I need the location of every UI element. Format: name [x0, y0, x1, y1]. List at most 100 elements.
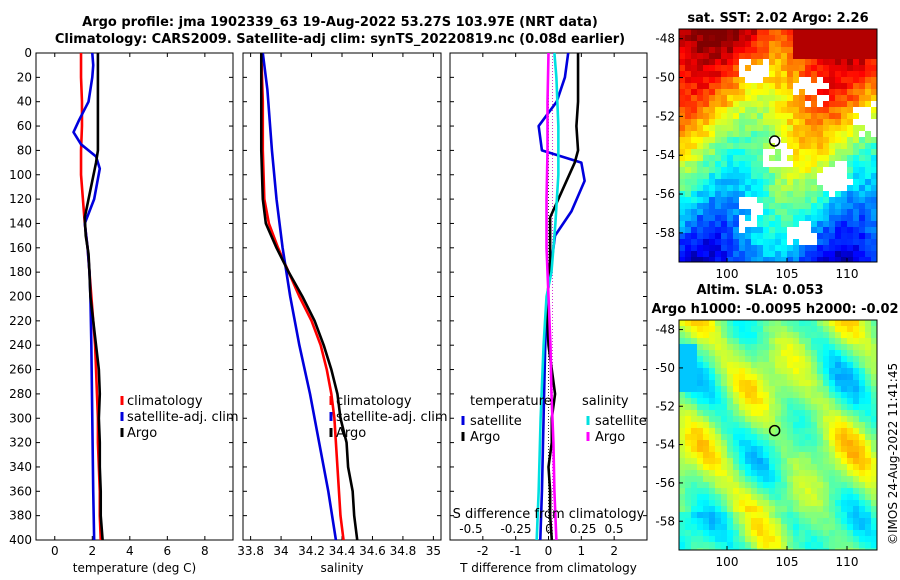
sst-map-cell	[739, 155, 745, 161]
sst-map-cell	[715, 47, 721, 53]
sla-map-cell	[727, 386, 733, 392]
sla-map-cell	[703, 350, 709, 356]
sst-map-cell	[697, 227, 703, 233]
sla-map-cell	[871, 422, 877, 428]
difference-series-salinity-satellite	[535, 52, 560, 541]
sla-map-cell	[715, 434, 721, 440]
sst-map-cell	[709, 29, 715, 35]
sst-map-cell	[841, 245, 847, 251]
sla-map-cell	[721, 512, 727, 518]
sla-map-cell	[805, 488, 811, 494]
sla-map-cell	[835, 332, 841, 338]
sst-map-cell	[781, 107, 787, 113]
sst-map-cell	[811, 179, 817, 185]
sla-map-cell	[727, 434, 733, 440]
sla-map-cell	[847, 422, 853, 428]
sla-map-cell	[769, 434, 775, 440]
sst-map-cell	[685, 83, 691, 89]
sla-map-cell	[763, 524, 769, 530]
sst-map-cell	[679, 107, 685, 113]
sst-map-cell	[691, 83, 697, 89]
sla-map-cell	[709, 398, 715, 404]
sla-map-cell	[721, 404, 727, 410]
sst-map-cell	[745, 251, 751, 257]
sla-map-cell	[835, 404, 841, 410]
sla-map-cell	[691, 500, 697, 506]
sla-map-cell	[847, 458, 853, 464]
sla-map-cell	[811, 422, 817, 428]
sst-map-cell	[715, 257, 721, 262]
sst-map-cell	[685, 59, 691, 65]
sst-map-cell	[703, 113, 709, 119]
sst-map-cell	[685, 101, 691, 107]
sst-map-cell	[775, 209, 781, 215]
sst-map-cell	[703, 47, 709, 53]
sla-map-cell	[847, 488, 853, 494]
sst-map-cell	[775, 221, 781, 227]
sla-map-cell	[745, 374, 751, 380]
sla-map-cell	[739, 410, 745, 416]
sst-map-cell	[847, 227, 853, 233]
sla-map-cell	[775, 326, 781, 332]
sla-map-cell	[715, 398, 721, 404]
sla-map-cell	[697, 332, 703, 338]
sst-map-cell	[733, 197, 739, 203]
sst-map-cell	[871, 113, 877, 119]
sla-map-cell	[775, 464, 781, 470]
sst-map-cell	[811, 65, 817, 71]
sla-map-cell	[799, 446, 805, 452]
sst-map-cell	[787, 95, 793, 101]
sst-map-cell	[817, 215, 823, 221]
sla-map-cell	[865, 518, 871, 524]
sla-map-cell	[835, 338, 841, 344]
sst-map-cell	[865, 173, 871, 179]
sla-map-cell	[769, 344, 775, 350]
sla-map-cell	[781, 512, 787, 518]
sla-map-cell	[703, 482, 709, 488]
sla-map-cell	[871, 488, 877, 494]
sst-map-cell	[751, 53, 757, 59]
sla-map-cell	[715, 338, 721, 344]
sst-map-cell	[691, 149, 697, 155]
sla-map-cell	[697, 506, 703, 512]
sla-map-cell	[769, 374, 775, 380]
sst-map-cell	[793, 71, 799, 77]
sst-map-cell	[727, 185, 733, 191]
sla-map-cell	[769, 320, 775, 326]
sla-map-cell	[793, 416, 799, 422]
sst-map-cell	[835, 221, 841, 227]
sst-map-cell	[679, 215, 685, 221]
sst-map-cell	[745, 113, 751, 119]
sla-map-cell	[733, 530, 739, 536]
sst-map-cell	[697, 185, 703, 191]
sla-map-cell	[829, 362, 835, 368]
sla-map-cell	[817, 494, 823, 500]
sla-map-cell	[757, 332, 763, 338]
sla-map-cell	[727, 338, 733, 344]
sla-map-cell	[781, 356, 787, 362]
sst-map-cell	[727, 209, 733, 215]
sla-map-cell	[721, 488, 727, 494]
sla-map-cell	[859, 368, 865, 374]
sst-map-cell	[769, 191, 775, 197]
sst-map-cell	[733, 35, 739, 41]
salinity-legend-label: climatology	[336, 394, 412, 409]
sla-map-cell	[679, 512, 685, 518]
sla-map-cell	[727, 530, 733, 536]
sla-map-cell	[751, 530, 757, 536]
sst-map-cell	[853, 203, 859, 209]
sst-map-cell	[763, 113, 769, 119]
sla-map-cell	[739, 446, 745, 452]
sla-map-cell	[823, 428, 829, 434]
sla-map-cell	[703, 416, 709, 422]
sla-map-cell	[751, 434, 757, 440]
sst-map-cell	[871, 65, 877, 71]
sla-map-cell	[691, 362, 697, 368]
sla-map-cell	[799, 398, 805, 404]
sst-map-cell	[799, 107, 805, 113]
sla-map-cell	[775, 356, 781, 362]
sla-map-cell	[721, 524, 727, 530]
sst-map-cell	[733, 95, 739, 101]
sla-map-cell	[751, 518, 757, 524]
sla-map-cell	[835, 530, 841, 536]
